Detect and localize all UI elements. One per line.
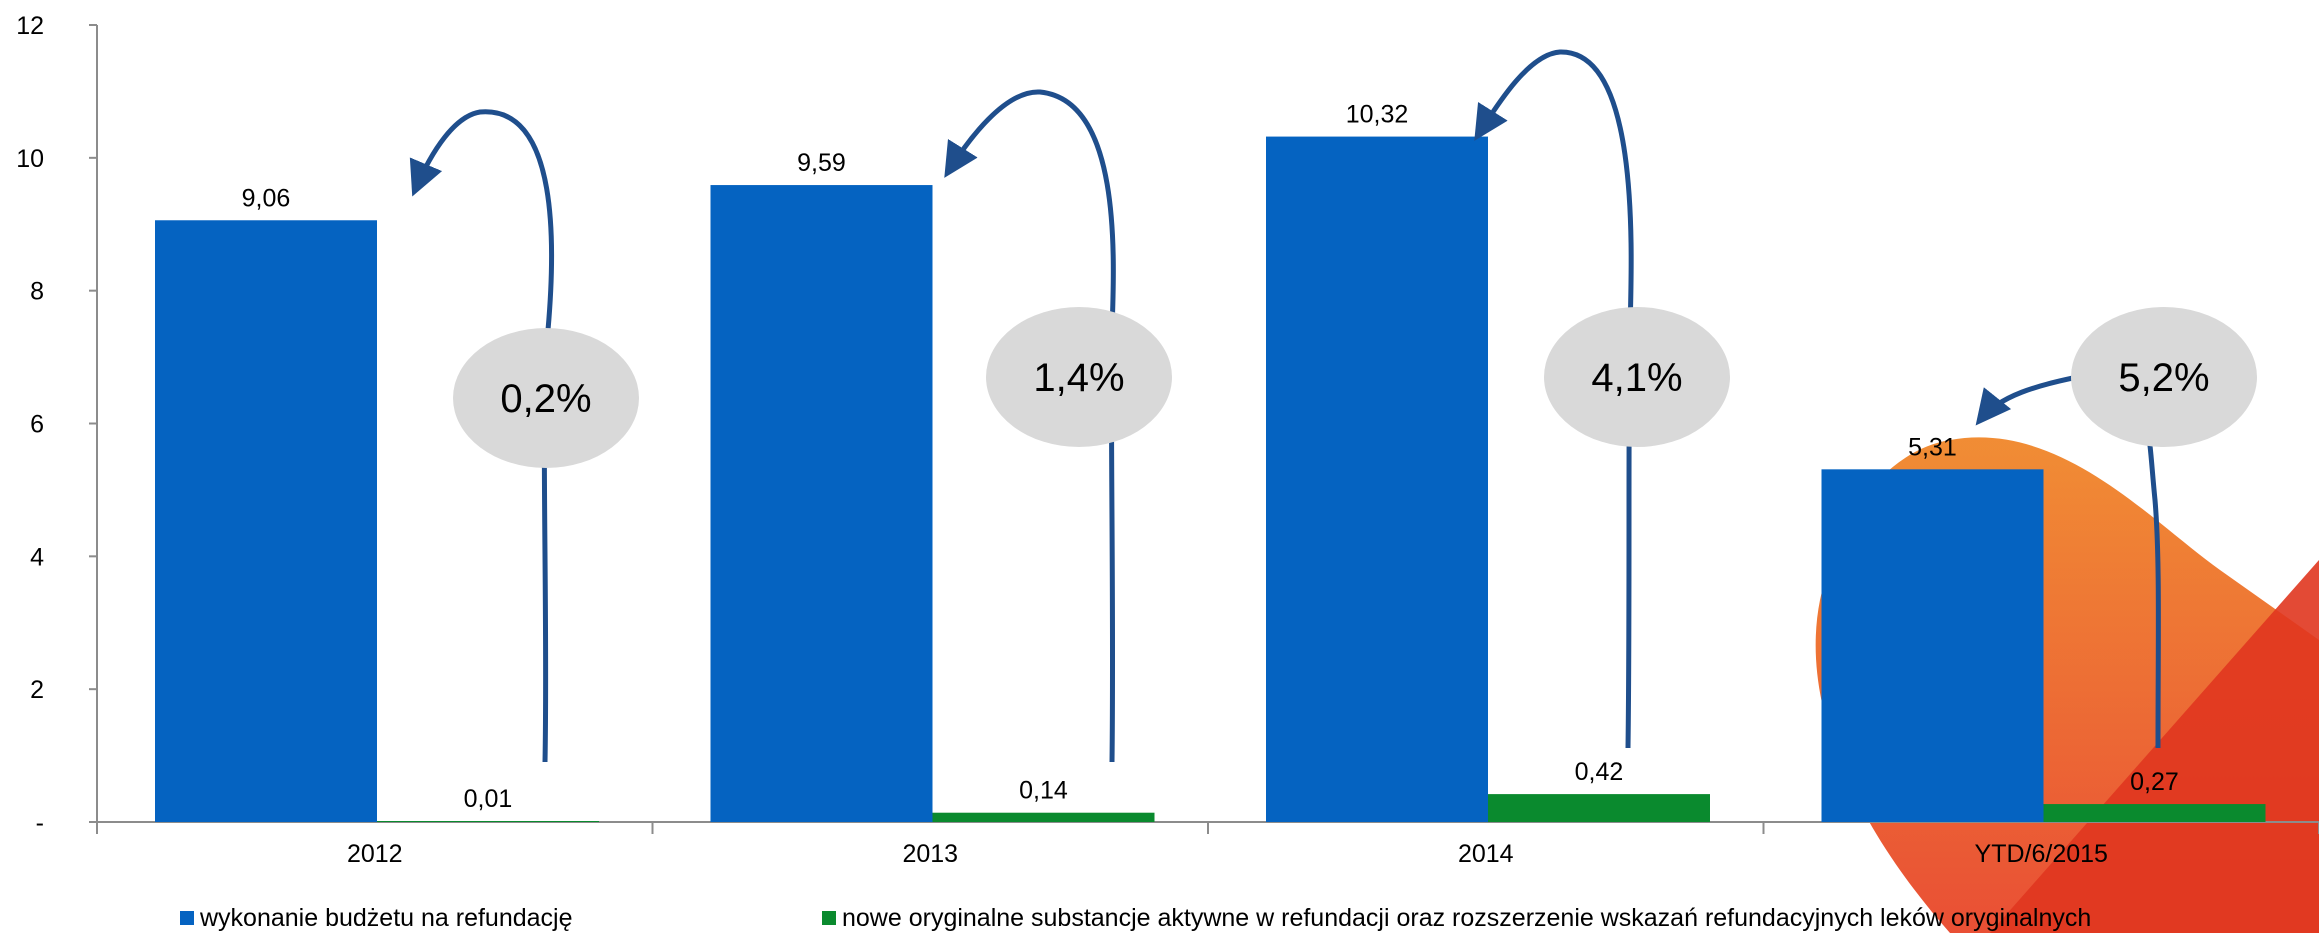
data-label: 9,59 — [797, 149, 846, 177]
bar-new-substances — [377, 821, 599, 822]
bar-new-substances — [932, 812, 1155, 822]
data-label: 0,14 — [1019, 777, 1068, 805]
bar-budget — [1821, 469, 2044, 822]
data-labels: 9,06 0,01 9,59 0,14 10,32 0,42 5,31 0,27 — [242, 101, 2179, 813]
annotation-label: 4,1% — [1591, 356, 1682, 400]
annotation-arrow — [1975, 375, 2074, 426]
y-tick-label: 6 — [30, 411, 44, 439]
x-tick-label: 2013 — [902, 840, 958, 868]
bar-budget — [155, 220, 377, 822]
annotation-bubble — [1544, 307, 1730, 447]
data-label: 0,01 — [464, 785, 513, 813]
legend-item-new-substances: nowe oryginalne substancje aktywne w ref… — [822, 904, 2091, 933]
y-tick-label: 4 — [30, 543, 44, 571]
annotation-arrow — [1474, 49, 1634, 749]
y-tick-label: 12 — [16, 12, 44, 40]
annotation-arrow — [409, 109, 555, 763]
y-tick-label: - — [36, 809, 44, 837]
bar-budget — [710, 185, 933, 823]
x-tick-label: 2012 — [347, 840, 403, 868]
legend-swatch-green — [822, 911, 836, 925]
annotation-bubble — [2071, 307, 2257, 447]
bar-new-substances — [2043, 804, 2266, 822]
annotation-label: 1,4% — [1033, 356, 1124, 400]
y-tick-label: 2 — [30, 676, 44, 704]
y-tick-label: 10 — [16, 145, 44, 173]
y-tick-label: 8 — [30, 278, 44, 306]
data-label: 5,31 — [1908, 433, 1957, 461]
annotation-arrow — [944, 89, 1116, 763]
bar-budget — [1266, 136, 1488, 822]
legend-label-new-substances: nowe oryginalne substancje aktywne w ref… — [842, 904, 2092, 932]
x-tick-label: YTD/6/2015 — [1975, 840, 2108, 868]
legend-swatch-blue — [180, 911, 194, 925]
bar-new-substances — [1488, 794, 1710, 822]
data-label: 9,06 — [242, 184, 291, 212]
data-label: 0,42 — [1575, 758, 1624, 786]
annotation-label: 0,2% — [500, 377, 591, 421]
data-label: 0,27 — [2130, 768, 2179, 796]
annotation-bubble — [986, 307, 1172, 447]
data-label: 10,32 — [1346, 101, 1409, 129]
annotation-label: 5,2% — [2118, 356, 2209, 400]
x-tick-label: 2014 — [1458, 840, 1514, 868]
annotation-bubble — [453, 328, 639, 468]
legend-item-budget: wykonanie budżetu na refundację — [180, 904, 573, 933]
bars — [155, 136, 2266, 823]
legend-label-budget: wykonanie budżetu na refundację — [200, 904, 573, 932]
percent-annotations: 0,2% 1,4% 4,1% 5,2% — [409, 49, 2257, 763]
